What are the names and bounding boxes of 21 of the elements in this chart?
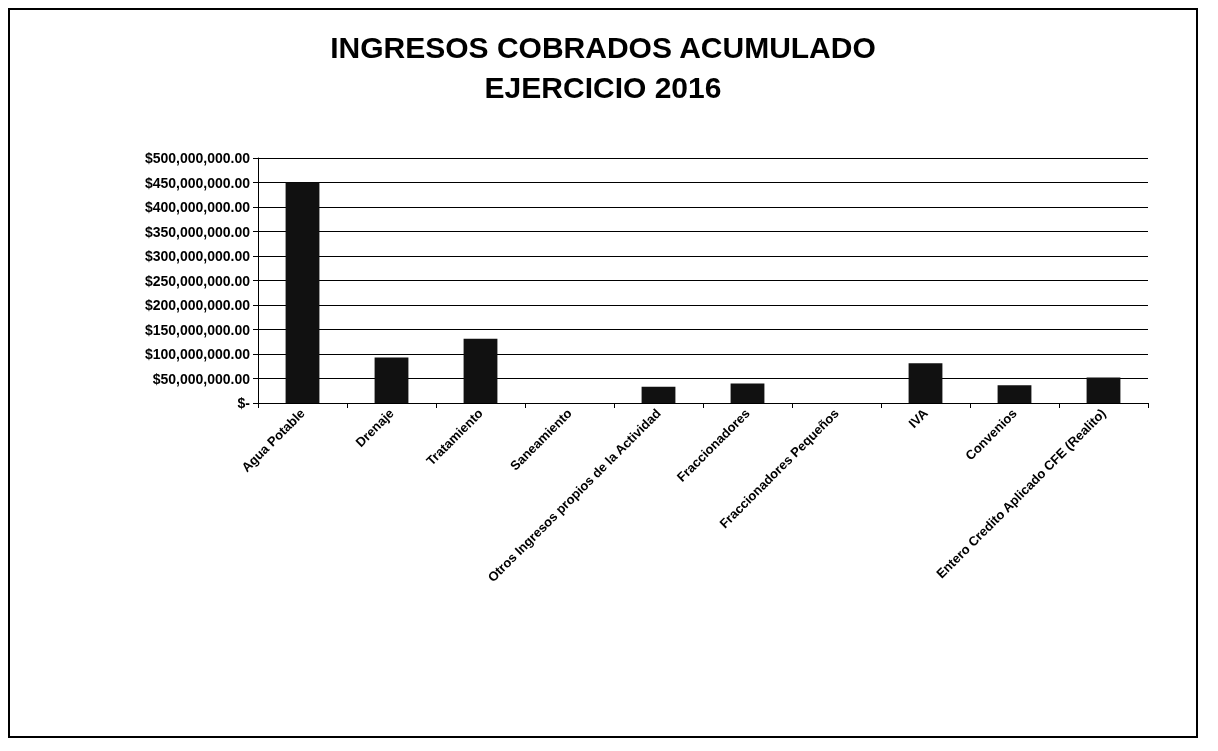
y-tick-label: $100,000,000.00 <box>144 346 251 362</box>
y-tick-label: $150,000,000.00 <box>144 321 251 338</box>
bar <box>1086 377 1121 403</box>
bar <box>908 363 943 403</box>
bar <box>997 385 1032 403</box>
x-tick-label: IVA <box>905 405 932 431</box>
y-tick-label: $450,000,000.00 <box>144 174 251 191</box>
y-tick-label: $50,000,000.00 <box>152 370 251 387</box>
y-tick-label: $- <box>237 395 251 411</box>
chart-title: INGRESOS COBRADOS ACUMULADO EJERCICIO 2016 <box>330 30 876 104</box>
y-tick-label: $500,000,000.00 <box>144 150 251 166</box>
bar <box>463 338 498 403</box>
bar <box>730 383 765 403</box>
bar <box>641 386 676 403</box>
y-tick-label: $350,000,000.00 <box>144 223 251 240</box>
y-tick-label: $400,000,000.00 <box>144 199 251 215</box>
y-tick-label: $250,000,000.00 <box>144 272 251 289</box>
y-tick-label: $300,000,000.00 <box>144 248 251 264</box>
bar <box>374 357 409 403</box>
y-tick-label: $200,000,000.00 <box>144 297 251 313</box>
bar <box>285 182 320 403</box>
